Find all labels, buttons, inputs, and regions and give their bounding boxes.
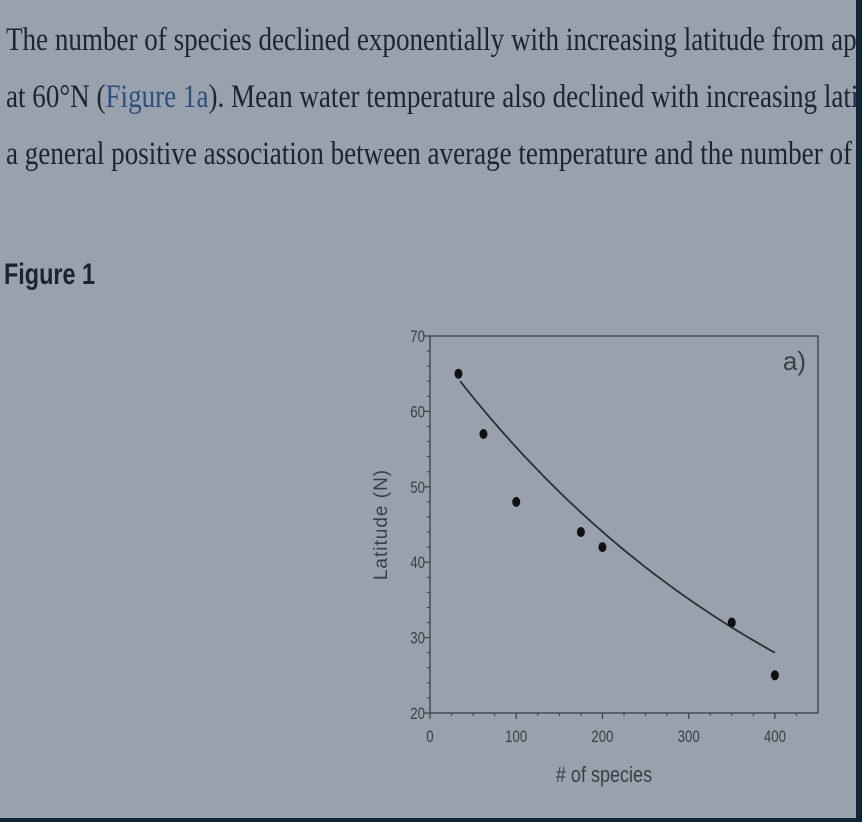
fit-curve	[459, 380, 776, 654]
y-tick-label: 50	[410, 478, 425, 497]
data-point	[727, 617, 736, 628]
data-point	[598, 542, 607, 553]
y-tick-label: 30	[410, 629, 425, 648]
y-tick-label: 70	[410, 328, 425, 347]
y-tick-label: 60	[410, 403, 425, 422]
data-point	[576, 527, 585, 538]
data-point	[454, 368, 463, 379]
paragraph-line-2-end: ). Mean water temperature also declined …	[208, 79, 860, 115]
x-tick-label: 400	[764, 728, 786, 747]
x-tick-label: 0	[426, 728, 433, 747]
panel-label: a)	[783, 346, 806, 376]
data-point	[479, 429, 488, 440]
paragraph-line-3: a general positive association between a…	[6, 136, 853, 172]
figure-1a-link[interactable]: Figure 1a	[105, 79, 209, 115]
window-edge	[856, 0, 862, 822]
y-tick-label: 40	[410, 554, 425, 573]
y-axis-label: Latitude (N)	[371, 469, 392, 580]
x-tick-label: 100	[505, 728, 527, 747]
plot-frame	[429, 335, 819, 714]
x-axis-label: # of species	[556, 763, 652, 787]
paragraph-line-2: at 60°N (Figure 1a). Mean water temperat…	[6, 69, 860, 126]
data-point	[770, 670, 779, 681]
x-tick-label: 200	[591, 728, 613, 747]
data-point	[512, 496, 521, 507]
paragraph-line-2-start: at 60°N (	[6, 79, 106, 115]
y-tick-label: 20	[410, 705, 425, 724]
x-tick-label: 300	[678, 728, 700, 747]
figure-heading: Figure 1	[4, 258, 96, 291]
